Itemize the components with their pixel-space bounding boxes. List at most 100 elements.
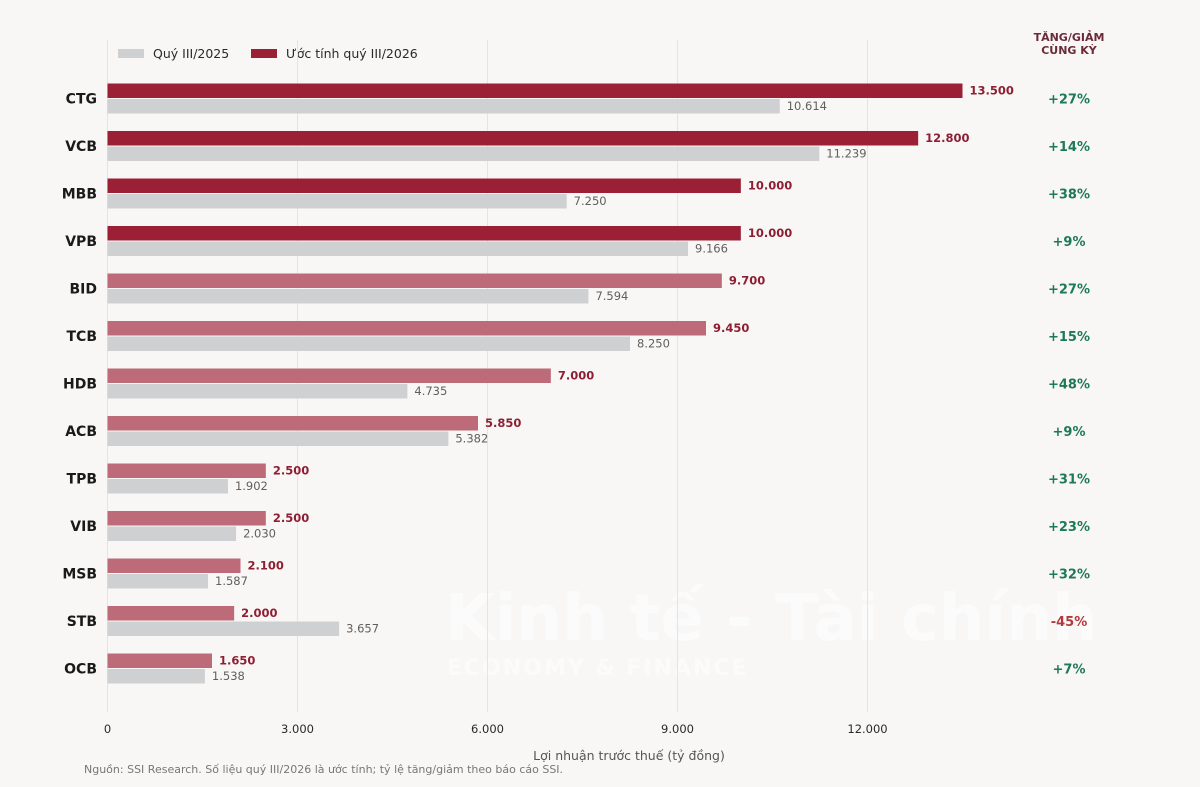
data-label-2025: 1.902 (235, 479, 268, 493)
data-label-2026: 9.450 (713, 321, 749, 335)
legend-swatch-2025 (118, 49, 144, 58)
bar-2026 (107, 83, 963, 98)
x-tick-label: 3.000 (281, 722, 314, 736)
data-label-2026: 10.000 (748, 226, 792, 240)
category-label: VCB (65, 139, 97, 155)
bar-2026 (107, 558, 241, 573)
data-label-2026: 2.500 (273, 511, 309, 525)
bar-2026 (107, 606, 235, 621)
x-axis: 0 3.000 6.000 9.000 12.000 (104, 722, 888, 736)
source-note: Nguồn: SSI Research. Số liệu quý III/202… (84, 763, 563, 776)
change-value: +14% (1048, 140, 1090, 155)
data-label-2026: 9.700 (729, 274, 765, 288)
change-value: +23% (1048, 520, 1090, 535)
x-tick-label: 0 (104, 722, 111, 736)
legend-label-2025: Quý III/2025 (153, 46, 229, 61)
category-label: TCB (67, 329, 98, 345)
data-label-2026: 2.000 (241, 606, 277, 620)
change-value: +48% (1048, 378, 1090, 393)
data-label-2025: 7.250 (574, 194, 607, 208)
category-label: OCB (64, 662, 97, 678)
watermark-main: Kinh tế - Tài chính (445, 582, 1098, 656)
data-label-2026: 1.650 (219, 654, 255, 668)
category-label: CTG (66, 92, 97, 108)
legend: Quý III/2025 Ước tính quý III/2026 (118, 46, 418, 61)
change-header-line1: TĂNG/GIẢM (1034, 30, 1105, 44)
bar-2025 (107, 99, 780, 114)
bar-2025 (107, 384, 408, 399)
change-value: +7% (1053, 663, 1086, 678)
change-value: +32% (1048, 568, 1090, 583)
change-value: +27% (1048, 93, 1090, 108)
category-label: VPB (65, 234, 97, 250)
bar-2025 (107, 241, 689, 256)
legend-swatch-2026 (251, 49, 277, 58)
bar-2026 (107, 226, 741, 241)
data-label-2025: 5.382 (455, 432, 488, 446)
data-label-2025: 9.166 (695, 242, 728, 256)
change-value: +9% (1053, 235, 1086, 250)
x-tick-label: 6.000 (471, 722, 504, 736)
bar-2026 (107, 416, 478, 431)
category-label: VIB (70, 519, 97, 535)
bar-2025 (107, 479, 228, 494)
bar-2026 (107, 178, 741, 193)
change-value: -45% (1051, 615, 1088, 630)
data-label-2025: 1.538 (212, 669, 245, 683)
watermark-sub: ECONOMY & FINANCE (447, 656, 749, 681)
data-label-2025: 8.250 (637, 337, 670, 351)
category-label: STB (67, 614, 97, 630)
bar-2025 (107, 289, 589, 304)
change-value: +38% (1048, 188, 1090, 203)
change-value: +15% (1048, 330, 1090, 345)
bar-2026 (107, 273, 722, 288)
change-value: +27% (1048, 283, 1090, 298)
change-value: +31% (1048, 473, 1090, 488)
bar-2025 (107, 526, 237, 541)
data-label-2026: 7.000 (558, 369, 594, 383)
labels: CTG 13.500 10.614 +27% VCB 12.800 11.239 +14% MB… (62, 84, 1090, 684)
bar-2026 (107, 321, 706, 336)
change-value: +9% (1053, 425, 1086, 440)
bar-2025 (107, 194, 567, 209)
bar-2025 (107, 431, 449, 446)
bar-2026 (107, 653, 212, 668)
data-label-2026: 10.000 (748, 179, 792, 193)
bar-2025 (107, 146, 820, 161)
bar-2025 (107, 574, 209, 589)
bar-2025 (107, 621, 340, 636)
data-label-2025: 11.239 (826, 147, 866, 161)
change-column-header: TĂNG/GIẢM CÙNG KỲ (1034, 30, 1105, 57)
category-label: MSB (62, 567, 97, 583)
data-label-2025: 10.614 (787, 99, 827, 113)
change-header-line2: CÙNG KỲ (1041, 44, 1098, 57)
bars (107, 83, 963, 684)
x-tick-label: 12.000 (847, 722, 887, 736)
data-label-2025: 3.657 (346, 622, 379, 636)
data-label-2026: 5.850 (485, 416, 521, 430)
bar-2026 (107, 511, 266, 526)
data-label-2025: 1.587 (215, 574, 248, 588)
data-label-2026: 12.800 (925, 131, 969, 145)
category-label: TPB (67, 472, 97, 488)
bar-2026 (107, 463, 266, 478)
legend-label-2026: Ước tính quý III/2026 (286, 46, 418, 61)
category-label: ACB (65, 424, 97, 440)
x-tick-label: 9.000 (661, 722, 694, 736)
x-axis-title: Lợi nhuận trước thuế (tỷ đồng) (533, 748, 725, 763)
data-label-2025: 2.030 (243, 527, 276, 541)
category-label: MBB (62, 187, 97, 203)
bar-2026 (107, 131, 919, 146)
data-label-2026: 13.500 (970, 84, 1014, 98)
data-label-2025: 7.594 (595, 289, 628, 303)
watermark: Kinh tế - Tài chính ECONOMY & FINANCE (445, 582, 1098, 681)
category-label: HDB (63, 377, 97, 393)
data-label-2025: 4.735 (414, 384, 447, 398)
data-label-2026: 2.500 (273, 464, 309, 478)
data-label-2026: 2.100 (248, 559, 284, 573)
bar-2025 (107, 669, 205, 684)
category-label: BID (69, 282, 97, 298)
bar-2026 (107, 368, 551, 383)
bar-2025 (107, 336, 630, 351)
